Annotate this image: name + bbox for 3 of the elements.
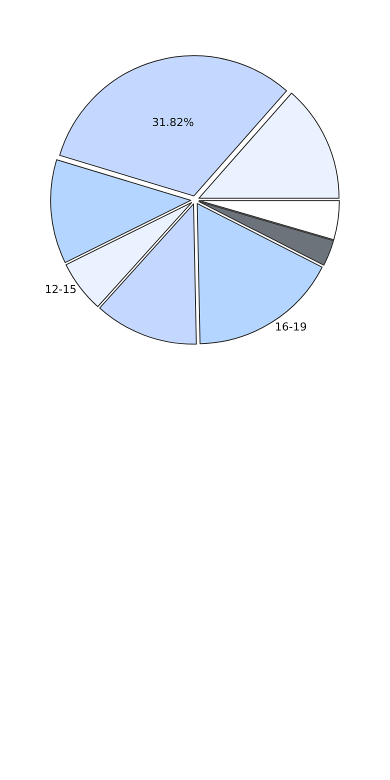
- slice-label: 16-19: [274, 320, 307, 334]
- slice-label: 12-15: [44, 283, 77, 296]
- data-label: 31.82%: [152, 116, 194, 130]
